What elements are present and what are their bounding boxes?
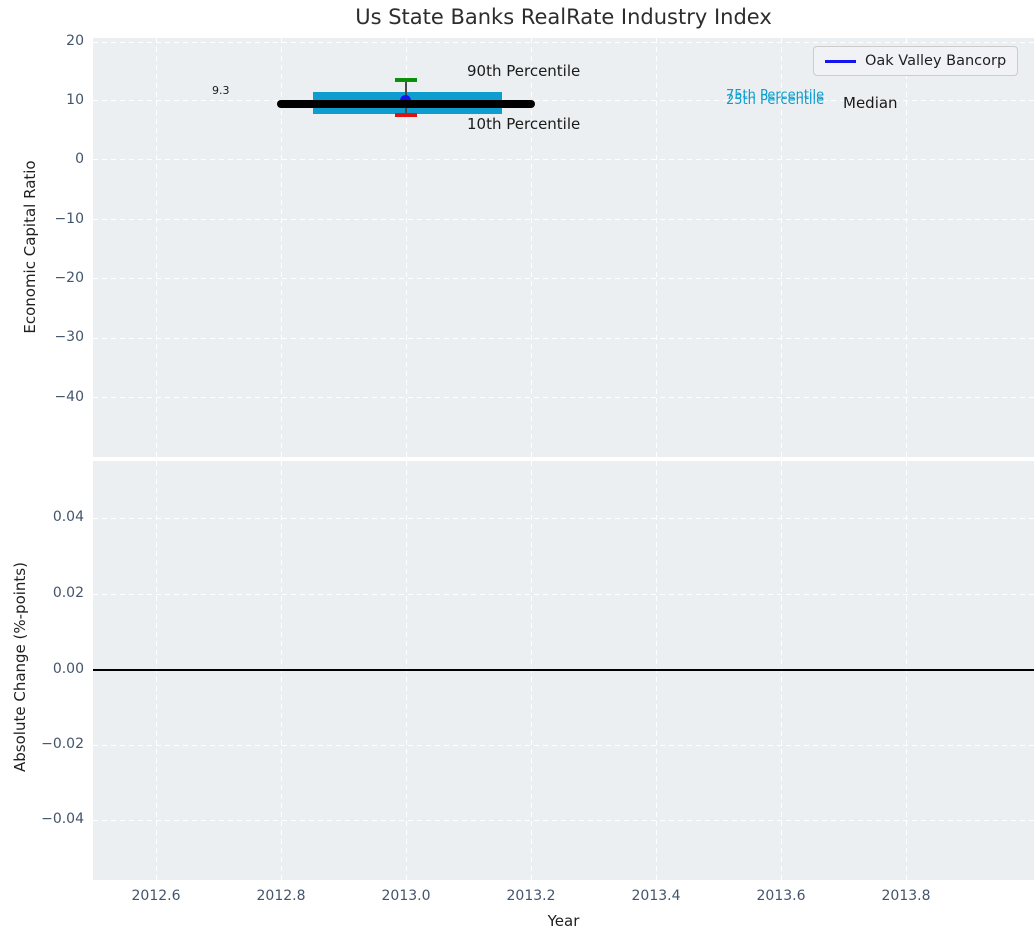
x-tick-label: 2012.6 bbox=[131, 888, 181, 904]
zero-reference-line bbox=[93, 669, 1034, 671]
gridline-vertical bbox=[406, 38, 407, 457]
y-tick-label: 0.04 bbox=[52, 509, 84, 525]
gridline-horizontal bbox=[93, 745, 1034, 746]
x-tick-label: 2013.6 bbox=[756, 888, 806, 904]
x-tick-label: 2013.0 bbox=[381, 888, 431, 904]
y-tick-label: −20 bbox=[54, 270, 84, 286]
x-tick-label: 2012.8 bbox=[256, 888, 306, 904]
percentile-10-label: 10th Percentile bbox=[467, 115, 581, 133]
x-tick-label: 2013.4 bbox=[631, 888, 681, 904]
gridline-horizontal bbox=[93, 159, 1034, 160]
y-tick-label: 0.00 bbox=[52, 661, 84, 677]
y-tick-label: −10 bbox=[54, 211, 84, 227]
y-tick-label: 0.02 bbox=[52, 585, 84, 601]
y-tick-label: −40 bbox=[54, 389, 84, 405]
y-tick-label: −0.04 bbox=[41, 811, 84, 827]
y-tick-label: 20 bbox=[66, 33, 84, 49]
gridline-vertical bbox=[906, 38, 907, 457]
gridline-horizontal bbox=[93, 42, 1034, 43]
y-tick-label: −0.02 bbox=[41, 736, 84, 752]
gridline-horizontal bbox=[93, 219, 1034, 220]
chart-title: Us State Banks RealRate Industry Index bbox=[355, 5, 772, 29]
y-tick-label: 0 bbox=[75, 151, 84, 167]
gridline-horizontal bbox=[93, 397, 1034, 398]
percentile-90-label: 90th Percentile bbox=[467, 62, 581, 80]
gridline-vertical bbox=[531, 38, 532, 457]
x-axis-label: Year bbox=[547, 912, 580, 930]
percentile-90-cap bbox=[395, 78, 417, 82]
median-value-label: 9.3 bbox=[212, 84, 230, 97]
gridline-vertical bbox=[656, 38, 657, 457]
x-tick-label: 2013.2 bbox=[506, 888, 556, 904]
top-y-axis-label: Economic Capital Ratio bbox=[21, 160, 39, 334]
y-tick-label: 10 bbox=[66, 92, 84, 108]
percentile-75-label: 75th Percentile bbox=[726, 88, 825, 103]
gridline-horizontal bbox=[93, 100, 1034, 101]
gridline-vertical bbox=[156, 38, 157, 457]
bottom-y-axis-label: Absolute Change (%-points) bbox=[11, 562, 29, 772]
percentile-25-label: 25th Percentile bbox=[726, 93, 825, 108]
x-tick-label: 2013.8 bbox=[881, 888, 931, 904]
legend-label: Oak Valley Bancorp bbox=[865, 53, 1007, 69]
gridline-horizontal bbox=[93, 278, 1034, 279]
median-line bbox=[277, 99, 535, 108]
gridline-horizontal bbox=[93, 518, 1034, 519]
legend-line-icon bbox=[825, 59, 856, 63]
gridline-horizontal bbox=[93, 338, 1034, 339]
gridline-vertical bbox=[781, 38, 782, 457]
gridline-vertical bbox=[281, 38, 282, 457]
bottom-plot-area bbox=[93, 461, 1034, 880]
top-plot-area: 9.3 90th Percentile 10th Percentile 75th… bbox=[93, 38, 1034, 457]
percentile-10-cap bbox=[395, 113, 417, 117]
legend: Oak Valley Bancorp bbox=[813, 46, 1019, 76]
gridline-horizontal bbox=[93, 820, 1034, 821]
median-label: Median bbox=[843, 94, 898, 112]
y-tick-label: −30 bbox=[54, 329, 84, 345]
gridline-horizontal bbox=[93, 594, 1034, 595]
